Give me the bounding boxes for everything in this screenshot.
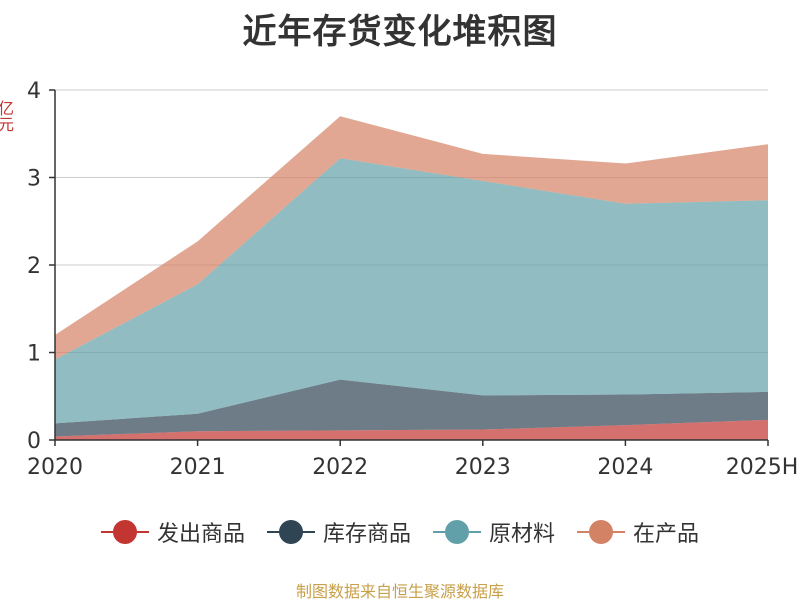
legend-label: 发出商品 (156, 522, 245, 547)
legend-marker (266, 520, 315, 544)
legend-label: 库存商品 (322, 522, 411, 547)
y-tick-label: 2 (27, 254, 41, 279)
legend: 发出商品 库存商品 原材料 在产品 (0, 516, 800, 548)
x-tick-label: 2022 (312, 455, 368, 480)
area-在产品 (55, 116, 768, 360)
x-tick-label: 2025H (726, 455, 799, 480)
legend-label: 在产品 (633, 522, 700, 547)
legend-item[interactable]: 库存商品 (266, 516, 411, 548)
legend-marker (577, 520, 626, 544)
legend-marker (100, 520, 149, 544)
area-库存商品 (55, 379, 768, 437)
y-tick-label: 0 (27, 429, 41, 454)
tick-labels: 0 1 2 3 4 2020 2021 2022 2023 2024 2025H (27, 79, 798, 480)
legend-marker (433, 520, 481, 544)
x-tick-label: 2024 (597, 455, 653, 480)
legend-item[interactable]: 在产品 (577, 516, 699, 548)
x-tick-label: 2021 (170, 455, 226, 480)
x-tick-label: 2023 (455, 455, 511, 480)
x-tick-label: 2020 (27, 455, 83, 480)
axes (49, 89, 769, 446)
source-note: 制图数据来自恒生聚源数据库 (295, 582, 504, 601)
y-axis-label: 亿元 (0, 100, 14, 132)
y-tick-label: 3 (27, 167, 41, 192)
legend-item[interactable]: 发出商品 (100, 516, 245, 548)
legend-item[interactable]: 原材料 (433, 516, 555, 548)
y-tick-label: 4 (27, 79, 41, 104)
area-原材料 (55, 158, 768, 424)
y-tick-label: 1 (27, 342, 41, 367)
chart-title: 近年存货变化堆积图 (242, 12, 558, 52)
legend-label: 原材料 (489, 522, 556, 547)
area-series (55, 116, 768, 440)
